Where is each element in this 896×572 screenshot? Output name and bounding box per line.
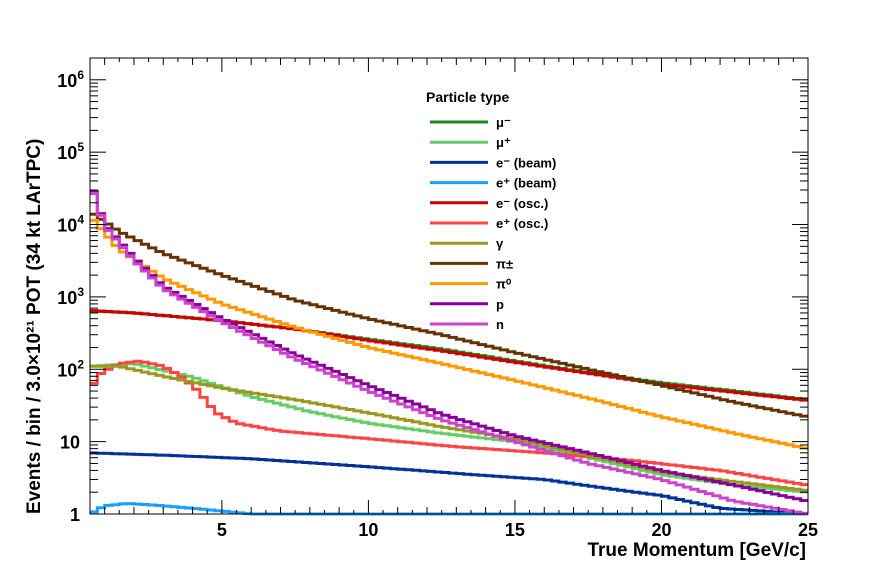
legend-label: π⁰ <box>496 277 512 292</box>
x-tick-label: 5 <box>217 520 227 540</box>
series-line-9 <box>90 190 808 502</box>
series-line-1 <box>90 362 808 494</box>
legend-label: p <box>496 297 504 312</box>
y-tick-label: 1 <box>70 505 80 525</box>
legend: Particle type μ⁻ μ⁺ e⁻ (beam) e⁺ (beam) e⁻ (… <box>426 89 556 332</box>
series-line-5 <box>90 359 808 487</box>
series-line-10 <box>90 192 808 515</box>
ticks-layer <box>90 57 809 515</box>
x-tick-label: 25 <box>798 520 818 540</box>
legend-label: π± <box>496 256 513 271</box>
y-tick-label: 10 <box>60 433 80 453</box>
x-tick-label: 10 <box>358 520 378 540</box>
series-line-2 <box>90 451 808 516</box>
legend-label: e⁺ (osc.) <box>496 216 548 231</box>
series-line-4 <box>90 309 808 402</box>
legend-label: γ <box>496 236 504 251</box>
series-layer <box>90 190 808 516</box>
series-line-8 <box>90 218 808 450</box>
y-tick-exponent: 6 <box>77 68 84 82</box>
legend-label: e⁻ (osc.) <box>496 196 548 211</box>
legend-label: e⁺ (beam) <box>496 176 556 191</box>
x-axis-title: True Momentum [GeV/c] <box>587 540 806 561</box>
y-tick-exponent: 5 <box>77 140 84 154</box>
series-line-7 <box>90 212 808 418</box>
legend-label: μ⁻ <box>496 115 511 130</box>
plot-frame <box>89 57 809 515</box>
legend-title: Particle type <box>426 89 509 105</box>
legend-label: μ⁺ <box>496 135 511 150</box>
legend-label: e⁻ (beam) <box>496 155 556 170</box>
y-axis-title: Events / bin / 3.0×10²¹ POT (34 kt LArTP… <box>24 139 45 514</box>
x-tick-label: 15 <box>505 520 525 540</box>
y-tick-exponent: 3 <box>77 285 84 299</box>
legend-label: n <box>496 317 504 332</box>
x-tick-label: 20 <box>651 520 671 540</box>
y-tick-exponent: 2 <box>77 357 84 371</box>
y-tick-exponent: 4 <box>77 213 84 227</box>
